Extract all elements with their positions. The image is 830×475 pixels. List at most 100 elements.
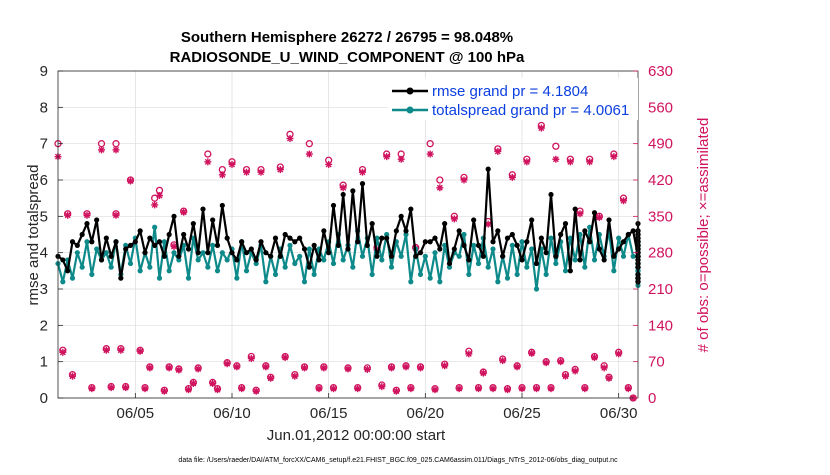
series-point-totalspread (471, 242, 477, 248)
series-point-rmse (248, 246, 254, 252)
y-tick-label: 0 (40, 390, 48, 407)
series-point-rmse (311, 242, 317, 248)
series-point-totalspread (272, 271, 279, 278)
obs-assimilated-marker (170, 242, 178, 250)
legend-marker-rmse (406, 87, 414, 95)
obs-assimilated-marker (504, 386, 511, 394)
series-point-rmse (69, 239, 76, 245)
series-point-totalspread (572, 257, 578, 263)
series-point-rmse (577, 257, 583, 263)
series-point-rmse (591, 210, 598, 216)
series-point-totalspread (108, 264, 114, 270)
series-point-rmse (156, 239, 163, 245)
obs-assimilated-marker (450, 215, 458, 223)
obs-assimilated-marker (610, 153, 618, 161)
obs-assimilated-marker (363, 365, 371, 373)
series-point-totalspread (369, 271, 375, 278)
series-point-rmse (287, 235, 293, 241)
series-point-rmse (74, 242, 80, 248)
obs-assimilated-marker (479, 369, 487, 377)
series-point-totalspread (408, 279, 414, 285)
series-point-rmse (147, 235, 153, 241)
series-point-totalspread (224, 257, 230, 263)
series-point-totalspread (311, 271, 317, 278)
legend-label-rmse: rmse grand pr = 4.1804 (432, 83, 588, 100)
series-point-rmse (403, 228, 409, 234)
series-point-rmse (417, 250, 424, 256)
obs-assimilated-marker (624, 385, 632, 393)
obs-assimilated-marker (189, 379, 197, 387)
x-tick-label: 06/05 (117, 405, 155, 422)
y-right-tick-label: 140 (648, 317, 673, 334)
series-point-rmse (514, 242, 520, 248)
series-point-rmse (567, 268, 573, 274)
obs-assimilated-marker (214, 386, 221, 394)
series-point-totalspread (495, 279, 501, 285)
series-point-rmse (543, 250, 549, 256)
series-point-totalspread (432, 250, 438, 256)
x-tick-label: 06/25 (503, 405, 541, 422)
series-point-totalspread (466, 271, 472, 278)
series-point-rmse (89, 239, 95, 245)
series-point-rmse (442, 221, 448, 227)
obs-assimilated-marker (267, 374, 275, 382)
series-point-totalspread (205, 264, 211, 270)
series-point-totalspread (504, 275, 511, 281)
obs-assimilated-marker (426, 150, 434, 158)
obs-assimilated-marker (107, 384, 115, 392)
y-tick-label: 4 (40, 245, 48, 262)
series-point-totalspread (446, 264, 453, 270)
obs-assimilated-marker (576, 210, 584, 218)
series-point-rmse (490, 239, 496, 245)
obs-assimilated-marker (523, 158, 531, 166)
series-point-rmse (94, 217, 100, 223)
series-point-rmse (258, 239, 264, 245)
y-right-tick-label: 0 (648, 390, 656, 407)
series-point-totalspread (340, 257, 346, 263)
series-point-rmse (137, 228, 143, 234)
series-point-rmse (384, 235, 390, 241)
series-point-rmse (480, 253, 486, 259)
series-point-totalspread (514, 271, 520, 278)
series-point-rmse (210, 217, 216, 223)
series-point-rmse (558, 231, 564, 238)
series-point-rmse (195, 250, 201, 256)
series-point-rmse (625, 231, 631, 238)
series-point-rmse (297, 235, 303, 241)
series-point-rmse (321, 228, 327, 234)
x-tick-label: 06/10 (213, 405, 251, 422)
series-point-totalspread (301, 279, 308, 285)
series-point-rmse (611, 253, 617, 259)
obs-assimilated-marker (615, 350, 623, 358)
obs-assimilated-marker (160, 387, 168, 395)
series-point-totalspread (103, 250, 109, 256)
obs-assimilated-marker (151, 201, 159, 209)
obs-assimilated-marker (465, 350, 473, 358)
obs-assimilated-marker (600, 364, 608, 372)
obs-assimilated-marker (489, 385, 497, 393)
series-point-rmse (166, 231, 172, 238)
series-point-rmse (582, 228, 588, 234)
series-point-totalspread (176, 257, 182, 263)
obs-assimilated-marker (83, 211, 91, 219)
series-point-totalspread (321, 257, 327, 263)
series-point-totalspread (282, 264, 288, 270)
obs-assimilated-marker (566, 158, 574, 166)
series-point-totalspread (417, 271, 424, 278)
series-point-rmse (268, 253, 274, 259)
obs-assimilated-marker (547, 385, 555, 393)
series-point-rmse (127, 242, 134, 248)
obs-assimilated-marker (98, 146, 105, 154)
x-tick-label: 06/15 (310, 405, 348, 422)
y-right-tick-label: 210 (648, 281, 673, 298)
series-point-rmse (239, 239, 245, 245)
series-point-rmse (234, 257, 240, 263)
obs-assimilated-marker (238, 385, 246, 393)
obs-assimilated-marker (276, 166, 284, 174)
series-point-rmse (446, 260, 453, 267)
series-point-rmse (243, 250, 250, 256)
series-point-rmse (413, 253, 419, 259)
series-point-totalspread (422, 253, 428, 259)
series-point-totalspread (84, 239, 90, 245)
